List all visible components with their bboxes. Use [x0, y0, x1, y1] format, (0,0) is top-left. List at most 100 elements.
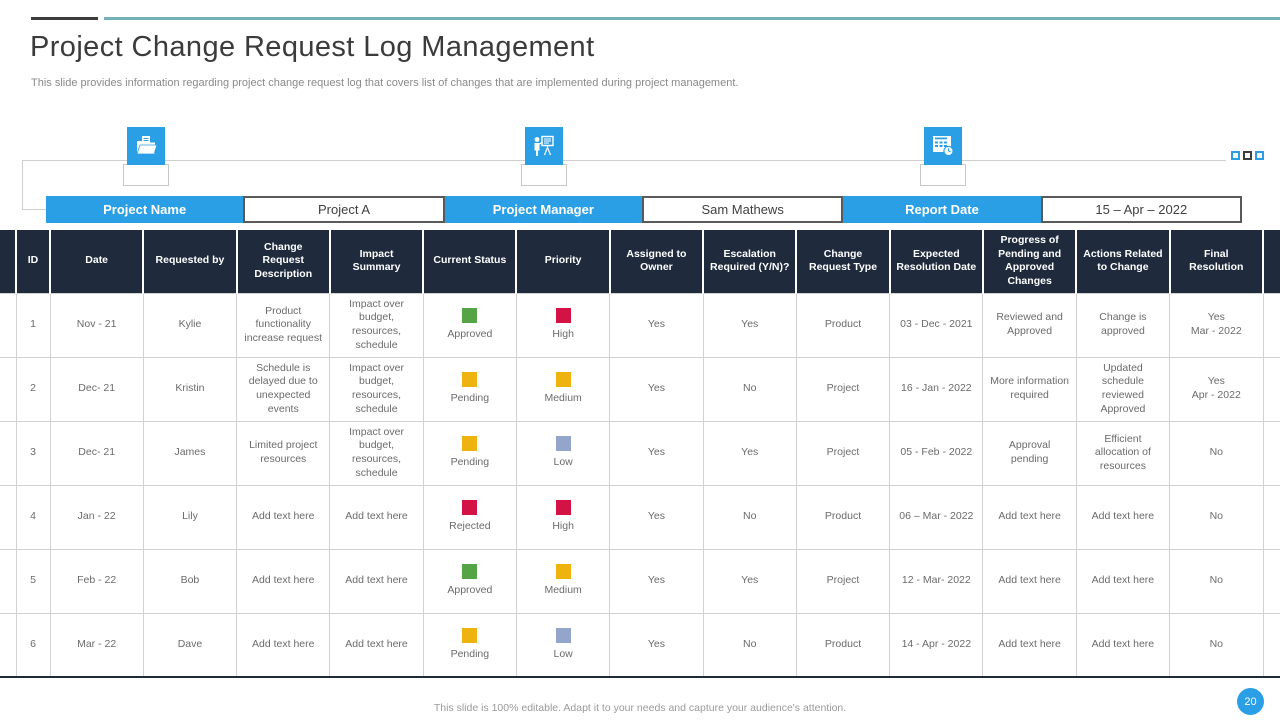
final-resolution-cell: No: [1169, 484, 1264, 550]
presenter-icon: [525, 127, 563, 165]
header-spacer: [0, 230, 17, 293]
priority-indicator: High: [523, 500, 603, 534]
project-manager-value[interactable]: Sam Mathews: [641, 196, 844, 223]
impact-cell: Impact over budget, resources, schedule: [329, 356, 424, 422]
calendar-clock-icon: [924, 127, 962, 165]
assigned-to-owner-cell: Yes: [609, 292, 704, 358]
description-cell: Product functionality increase request: [236, 292, 331, 358]
impact-cell[interactable]: Add text here: [329, 612, 424, 678]
status-cell: Pending: [422, 612, 517, 678]
id-cell: 1: [15, 292, 51, 358]
table-row: 4 Jan - 22 Lily Add text here Add text here R…: [0, 484, 1280, 550]
row-spacer: [0, 356, 17, 422]
priority-label: High: [552, 328, 574, 341]
column-header: Final Resolution: [1169, 230, 1265, 293]
priority-color-square: [555, 627, 571, 643]
change-request-type-cell: Project: [795, 420, 891, 486]
footer-note: This slide is 100% editable. Adapt it to…: [433, 702, 847, 714]
deco-square-blue: [1231, 151, 1240, 160]
priority-label: High: [552, 520, 574, 533]
row-spacer: [0, 548, 17, 614]
status-label: Pending: [450, 456, 490, 469]
description-cell[interactable]: Add text here: [236, 548, 331, 614]
status-color-square: [462, 564, 478, 580]
status-indicator: Pending: [430, 436, 510, 470]
status-label: Approved: [447, 584, 493, 597]
status-color-square: [462, 500, 478, 516]
final-resolution-cell: Yes Mar - 2022: [1169, 292, 1264, 358]
requested-by-cell: Dave: [142, 612, 238, 678]
date-cell: Jan - 22: [49, 484, 144, 550]
escalation-required-cell: Yes: [702, 292, 797, 358]
column-header: Change Request Type: [796, 230, 891, 293]
priority-color-square: [555, 564, 571, 580]
final-resolution-cell: No: [1169, 420, 1264, 486]
description-cell[interactable]: Add text here: [236, 484, 331, 550]
date-cell: Nov - 21: [49, 292, 144, 358]
report-date-value[interactable]: 15 – Apr – 2022: [1040, 196, 1242, 223]
progress-cell: Approval pending: [982, 420, 1077, 486]
expected-resolution-date-cell: 03 - Dec - 2021: [889, 292, 984, 358]
impact-cell[interactable]: Add text here: [329, 548, 424, 614]
decorative-squares: [1231, 151, 1264, 160]
progress-cell: More information required: [982, 356, 1077, 422]
table-row: 1 Nov - 21 Kylie Product functionality incr…: [0, 292, 1280, 358]
requested-by-cell: Lily: [142, 484, 238, 550]
column-header: ID: [16, 230, 51, 293]
progress-cell[interactable]: Add text here: [982, 612, 1077, 678]
final-resolution-cell: Yes Apr - 2022: [1169, 356, 1264, 422]
impact-cell[interactable]: Add text here: [329, 484, 424, 550]
description-cell: Limited project resources: [236, 420, 331, 486]
actions-cell[interactable]: Add text here: [1075, 484, 1171, 550]
status-color-square: [462, 308, 478, 324]
priority-indicator: Low: [523, 436, 603, 470]
actions-cell: Change is approved: [1075, 292, 1171, 358]
priority-cell: Medium: [515, 548, 611, 614]
table-header-row: ID Date Requested by Change Request Descrip…: [0, 230, 1280, 293]
change-request-log-table: ID Date Requested by Change Request Descrip…: [0, 230, 1280, 678]
status-cell: Pending: [422, 420, 517, 486]
impact-cell: Impact over budget, resources, schedule: [329, 292, 424, 358]
final-resolution-cell: No: [1169, 612, 1264, 678]
project-info-bar: Project Name Project A Project Manager S…: [46, 196, 1242, 223]
status-label: Pending: [450, 647, 490, 660]
column-header: Requested by: [143, 230, 238, 293]
escalation-required-cell: No: [702, 356, 797, 422]
project-name-value[interactable]: Project A: [243, 196, 445, 223]
actions-cell[interactable]: Add text here: [1075, 548, 1171, 614]
progress-cell[interactable]: Add text here: [982, 484, 1077, 550]
icon-connector-line-vertical: [22, 160, 23, 210]
column-header: Assigned to Owner: [609, 230, 705, 293]
row-spacer: [1262, 484, 1280, 550]
id-cell: 3: [15, 420, 51, 486]
id-cell: 6: [15, 612, 51, 678]
assigned-to-owner-cell: Yes: [609, 612, 704, 678]
column-header: Current Status: [423, 230, 518, 293]
page-number-badge: 20: [1237, 688, 1264, 715]
date-cell: Mar - 22: [49, 612, 144, 678]
date-cell: Dec- 21: [49, 420, 144, 486]
column-header: Priority: [516, 230, 611, 293]
change-request-type-cell: Product: [795, 292, 891, 358]
description-cell[interactable]: Add text here: [236, 612, 331, 678]
impact-cell: Impact over budget, resources, schedule: [329, 420, 424, 486]
icon-connector-line: [22, 160, 1226, 161]
title-accent-dark-line: [31, 17, 98, 20]
column-header: Progress of Pending and Approved Changes: [982, 230, 1078, 293]
column-header: Change Request Description: [236, 230, 331, 293]
priority-color-square: [555, 436, 571, 452]
status-color-square: [462, 627, 478, 643]
requested-by-cell: James: [142, 420, 238, 486]
change-request-type-cell: Product: [795, 484, 891, 550]
priority-color-square: [555, 308, 571, 324]
description-cell: Schedule is delayed due to unexpected ev…: [236, 356, 331, 422]
actions-cell[interactable]: Add text here: [1075, 612, 1171, 678]
row-spacer: [1262, 292, 1280, 358]
status-indicator: Approved: [430, 564, 510, 598]
progress-cell[interactable]: Add text here: [982, 548, 1077, 614]
table-row: 3 Dec- 21 James Limited project resources Im…: [0, 420, 1280, 486]
priority-indicator: Medium: [523, 372, 603, 406]
table-row: 2 Dec- 21 Kristin Schedule is delayed due t…: [0, 356, 1280, 422]
status-indicator: Rejected: [430, 500, 510, 534]
